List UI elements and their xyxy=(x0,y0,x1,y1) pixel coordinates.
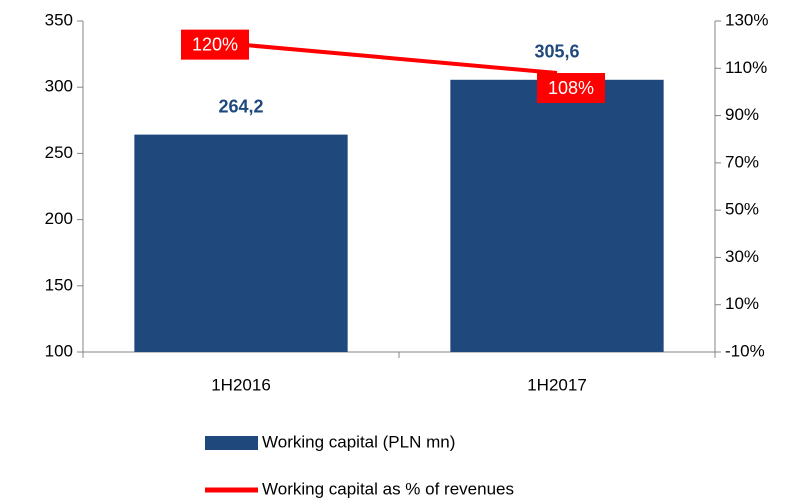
line-label-box xyxy=(537,73,605,104)
y-tick-label: 350 xyxy=(45,10,73,29)
y-tick-label: 100 xyxy=(45,341,73,360)
legend-label: Working capital (PLN mn) xyxy=(262,432,455,451)
y2-tick-label: 70% xyxy=(725,152,759,171)
bar-value-label: 305,6 xyxy=(534,42,579,62)
y2-tick-label: -10% xyxy=(725,341,765,360)
bar-value-label: 264,2 xyxy=(218,96,263,116)
y-tick-label: 300 xyxy=(45,77,73,96)
line-value-label: 108% xyxy=(548,78,594,98)
line-value-label: 120% xyxy=(192,34,238,54)
y2-tick-label: 110% xyxy=(725,58,767,77)
legend-swatch xyxy=(205,436,258,450)
y2-tick-label: 90% xyxy=(725,105,759,124)
x-tick-label: 1H2016 xyxy=(211,375,271,394)
y-tick-label: 200 xyxy=(45,209,73,228)
y-tick-label: 250 xyxy=(45,143,73,162)
y2-tick-label: 50% xyxy=(725,200,759,219)
line xyxy=(240,42,558,76)
y2-tick-label: 30% xyxy=(725,247,759,266)
legend-label: Working capital as % of revenues xyxy=(262,479,514,498)
y2-tick-label: 130% xyxy=(725,10,768,29)
x-tick-label: 1H2017 xyxy=(527,375,587,394)
bar xyxy=(450,79,664,353)
bar xyxy=(134,134,348,352)
y-tick-label: 150 xyxy=(45,275,73,294)
line-label-box xyxy=(181,29,249,60)
y2-tick-label: 10% xyxy=(725,294,759,313)
